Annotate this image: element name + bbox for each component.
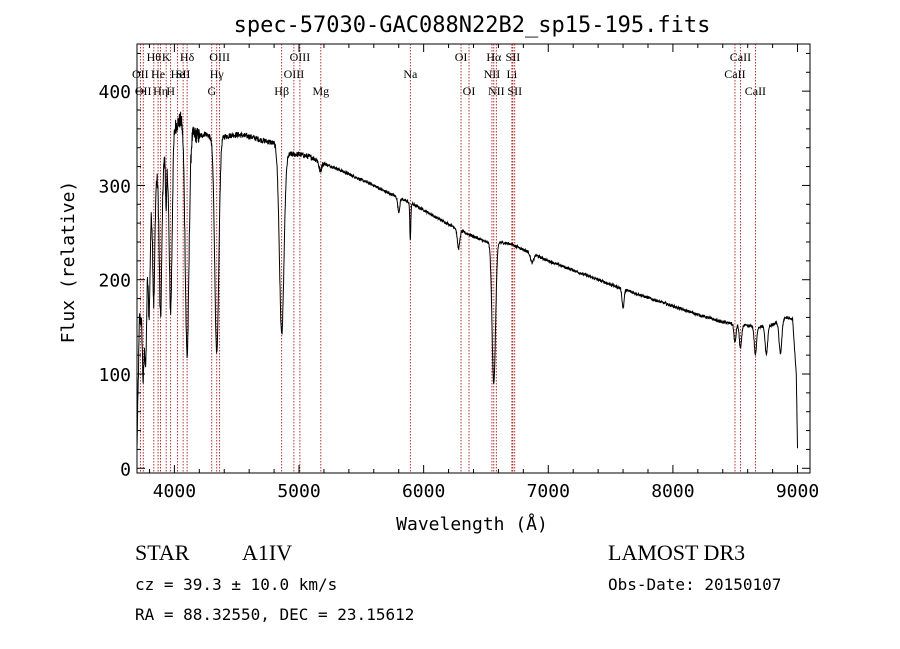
- redshift-value: cz = 39.3 ± 10.0 km/s: [135, 575, 337, 594]
- line-marker-label: OI: [455, 50, 468, 64]
- x-tick-label: 8000: [651, 481, 694, 502]
- line-marker-label: SII: [176, 67, 191, 81]
- line-marker-label: SII: [506, 50, 521, 64]
- line-marker-label: Na: [403, 67, 418, 81]
- line-marker-label: Hδ: [180, 50, 195, 64]
- x-tick-label: 5000: [277, 481, 320, 502]
- x-tick-label: 7000: [527, 481, 570, 502]
- y-axis-label: Flux (relative): [58, 181, 79, 344]
- line-marker-label: CaII: [745, 84, 766, 98]
- x-tick-label: 4000: [153, 481, 196, 502]
- x-tick-label: 6000: [402, 481, 445, 502]
- line-marker-label: He: [151, 67, 165, 81]
- line-marker-label: OIII: [290, 50, 311, 64]
- line-marker-label: Hγ: [210, 67, 225, 81]
- spectrum-line: [136, 111, 798, 449]
- chart-title: spec-57030-GAC088N22B2_sp15-195.fits: [234, 13, 711, 38]
- x-axis-label: Wavelength (Å): [396, 513, 548, 535]
- line-marker-label: OI: [463, 84, 476, 98]
- line-marker-label: He: [171, 67, 185, 81]
- line-marker-label: K: [162, 50, 171, 64]
- line-marker-label: NII: [488, 84, 505, 98]
- observation-date: Obs-Date: 20150107: [608, 575, 781, 594]
- x-tick-label: 9000: [776, 481, 819, 502]
- coordinates: RA = 88.32550, DEC = 23.15612: [135, 605, 414, 624]
- line-marker-label: Hα: [486, 50, 502, 64]
- y-tick-label: 400: [98, 82, 131, 103]
- line-marker-label: Mg: [312, 84, 329, 98]
- line-marker-label: SII: [507, 84, 522, 98]
- line-marker-label: Hβ: [274, 84, 289, 98]
- line-marker-label: CaII: [724, 67, 745, 81]
- x-axis-ticks: 4000 5000 6000 7000 8000 9000: [148, 44, 819, 502]
- line-marker-label: H: [166, 84, 175, 98]
- plot-frame: [136, 43, 811, 474]
- y-tick-label: 200: [98, 271, 131, 292]
- object-type: STAR: [135, 540, 190, 565]
- y-axis-ticks: 0 100 200 300 400: [98, 52, 810, 480]
- y-tick-label: 0: [120, 459, 131, 480]
- line-marker-label: Hη: [153, 84, 168, 98]
- y-tick-label: 100: [98, 365, 131, 386]
- line-marker-label: CaII: [730, 50, 751, 64]
- y-tick-label: 300: [98, 176, 131, 197]
- line-markers: [139, 44, 756, 473]
- line-marker-label: Li: [507, 67, 518, 81]
- line-marker-label: Hθ: [147, 50, 162, 64]
- line-marker-label: OIII: [209, 50, 230, 64]
- line-marker-label: OII: [132, 67, 149, 81]
- line-marker-label: G: [207, 84, 216, 98]
- object-subclass: A1IV: [242, 540, 292, 565]
- line-marker-label: OIII: [284, 67, 305, 81]
- line-marker-label: NII: [484, 67, 501, 81]
- survey-name: LAMOST DR3: [608, 540, 745, 565]
- line-marker-labels: OIIOIIHθHeHηKHHeSIIHδGHγOIIIHβOIIIOIIIMg…: [132, 50, 766, 98]
